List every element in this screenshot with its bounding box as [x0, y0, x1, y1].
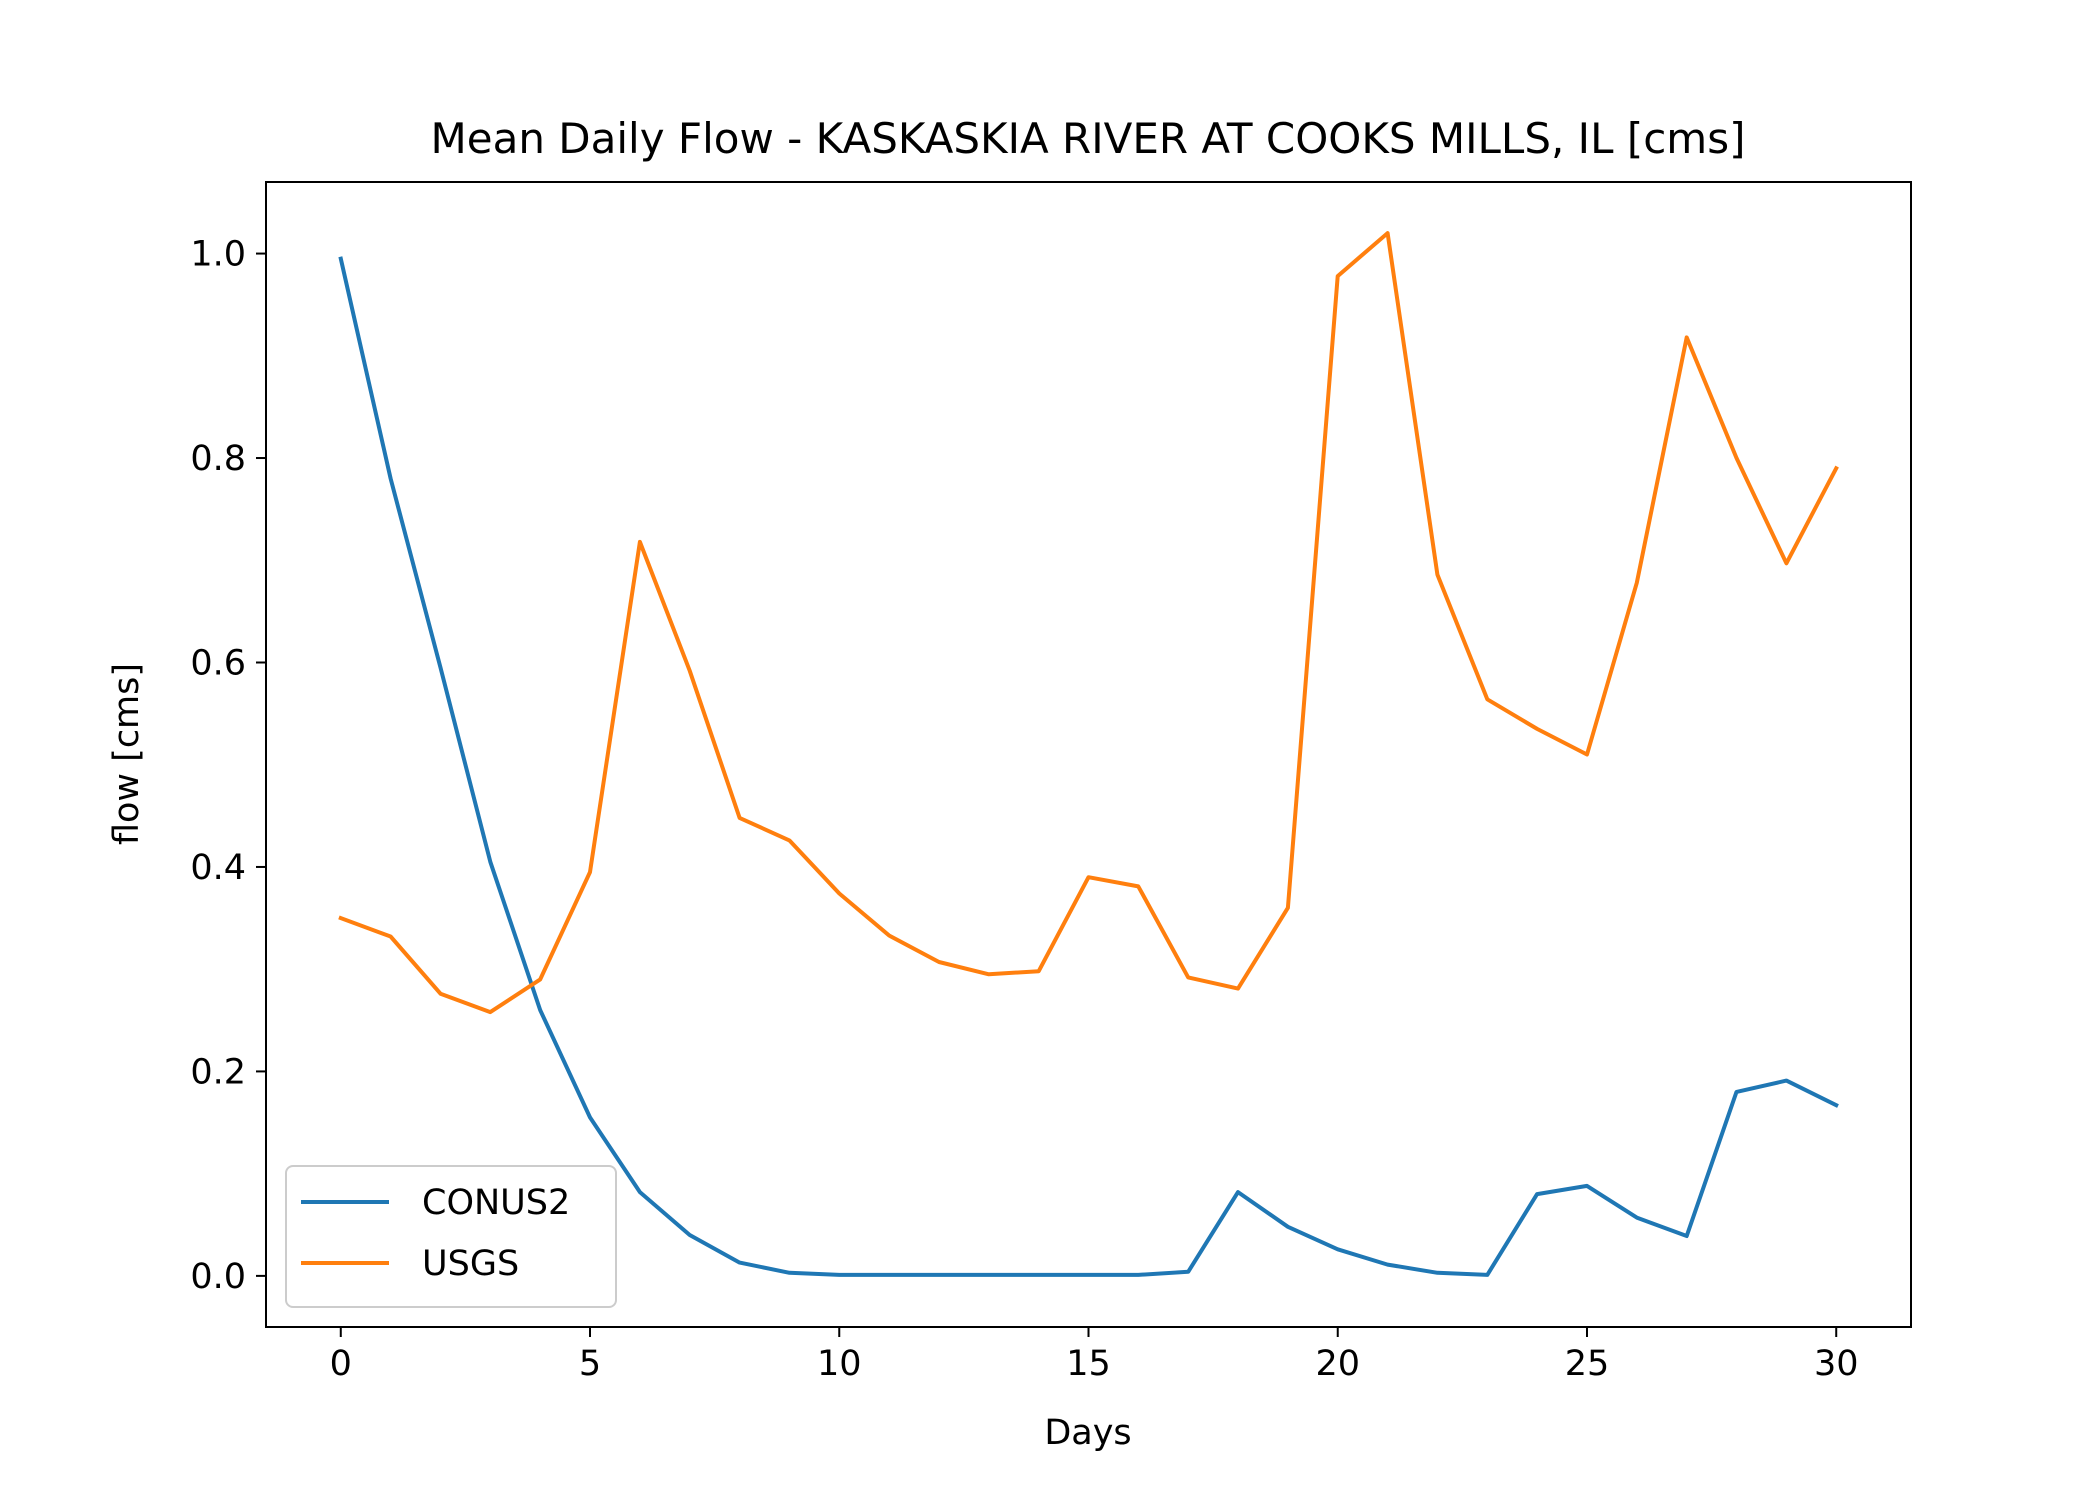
- y-axis: 0.0 0.2 0.4 0.6 0.8 1.0: [190, 235, 266, 1297]
- x-tick-label-10: 10: [817, 1344, 862, 1384]
- x-axis: 0 5 10 15 20 25 30: [330, 1327, 1859, 1384]
- y-tick-label-0: 0.0: [190, 1257, 246, 1297]
- plot-area: [266, 182, 1911, 1327]
- series-line-usgs: [338, 231, 1839, 1015]
- x-tick-label-20: 20: [1315, 1344, 1360, 1384]
- y-tick-label-1: 0.2: [190, 1052, 246, 1092]
- legend-label-conus2: CONUS2: [422, 1183, 570, 1223]
- y-axis-label: flow [cms]: [107, 663, 147, 845]
- series-layer: [338, 231, 1839, 1277]
- plot-background: [266, 182, 1911, 1327]
- series-line-conus2: [338, 256, 1839, 1277]
- y-tick-label-2: 0.4: [190, 848, 246, 888]
- x-tick-label-15: 15: [1066, 1344, 1111, 1384]
- y-tick-label-5: 1.0: [190, 235, 246, 275]
- x-tick-label-5: 5: [579, 1344, 601, 1384]
- x-tick-label-30: 30: [1814, 1344, 1859, 1384]
- y-tick-label-4: 0.8: [190, 439, 246, 479]
- chart-title: Mean Daily Flow - KASKASKIA RIVER AT COO…: [431, 114, 1746, 163]
- legend: CONUS2 USGS: [285, 1165, 617, 1308]
- x-axis-label: Days: [1044, 1413, 1131, 1453]
- y-tick-label-3: 0.6: [190, 643, 246, 683]
- x-tick-label-25: 25: [1565, 1344, 1610, 1384]
- legend-label-usgs: USGS: [422, 1244, 519, 1284]
- x-tick-label-0: 0: [330, 1344, 352, 1384]
